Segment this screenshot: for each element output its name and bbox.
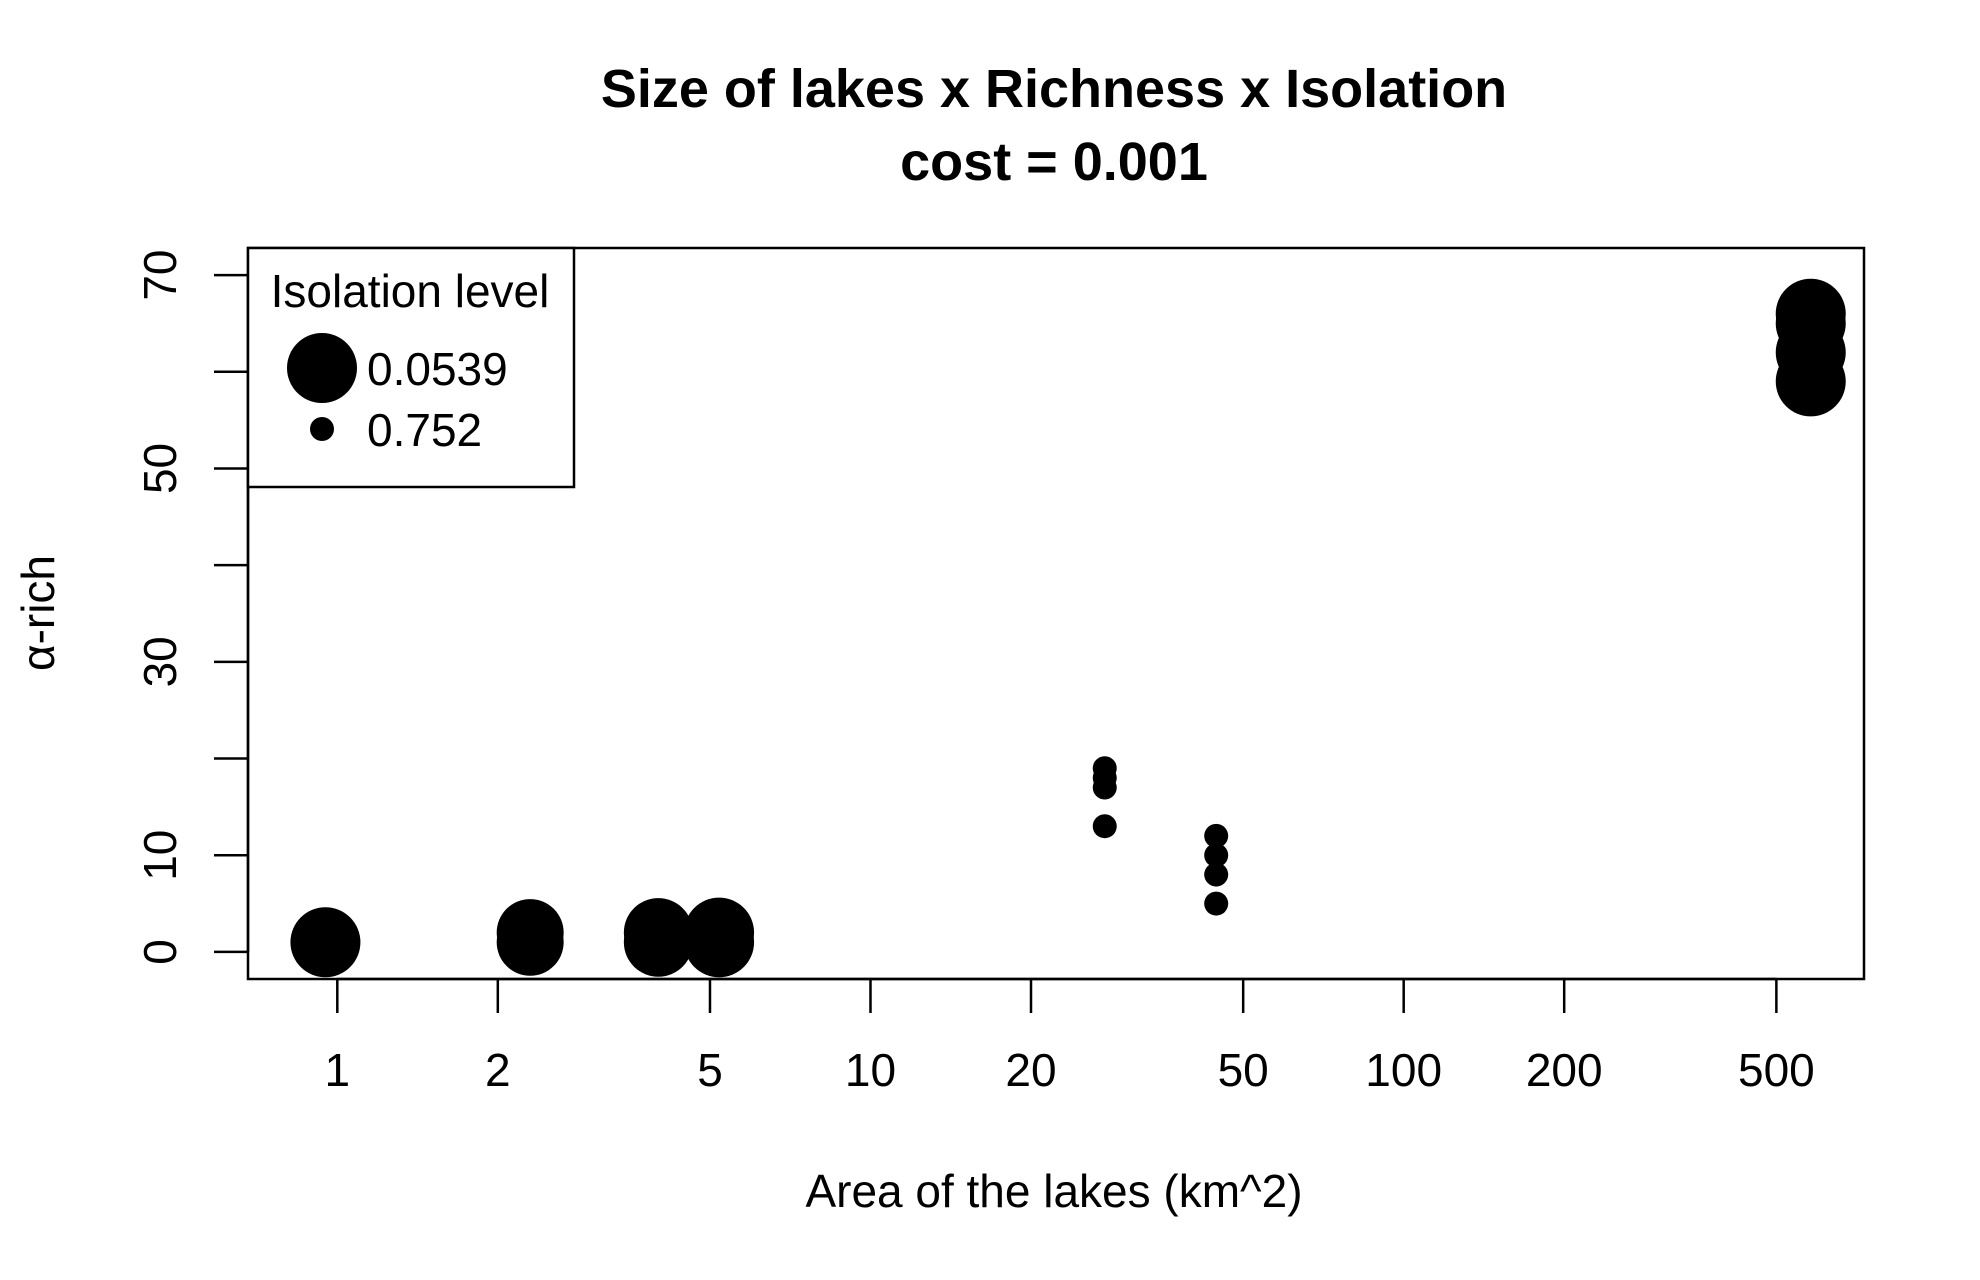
x-axis: 1 2 5 10 20 50 100 200 500 — [325, 977, 1815, 1096]
x-tick-label: 100 — [1365, 1044, 1442, 1096]
data-point — [496, 899, 564, 967]
y-tick-label: 30 — [134, 636, 186, 687]
legend-title: Isolation level — [271, 265, 550, 317]
data-point — [1775, 278, 1846, 349]
y-axis: 0 10 30 50 70 — [134, 249, 250, 965]
y-axis-label: α-rich — [12, 555, 64, 671]
x-tick-label: 500 — [1738, 1044, 1815, 1096]
data-points — [290, 278, 1846, 978]
data-point — [1204, 862, 1229, 887]
x-tick-label: 20 — [1005, 1044, 1056, 1096]
legend-label-1: 0.752 — [367, 404, 482, 456]
x-tick-label: 1 — [325, 1044, 351, 1096]
data-point — [1204, 823, 1229, 848]
x-tick-label: 5 — [697, 1044, 723, 1096]
data-point — [1204, 891, 1229, 916]
data-point — [623, 898, 693, 968]
y-tick-label: 50 — [134, 443, 186, 494]
chart-subtitle: cost = 0.001 — [900, 132, 1208, 192]
data-point — [290, 907, 361, 978]
legend-label-0: 0.0539 — [367, 343, 508, 395]
data-point — [1092, 814, 1117, 839]
data-point — [684, 897, 755, 968]
legend: Isolation level 0.0539 0.752 — [246, 246, 576, 489]
x-tick-label: 10 — [845, 1044, 896, 1096]
legend-marker-small — [310, 417, 334, 441]
x-tick-label: 200 — [1526, 1044, 1603, 1096]
y-tick-label: 0 — [134, 939, 186, 965]
data-point — [1092, 756, 1117, 781]
x-axis-label: Area of the lakes (km^2) — [805, 1165, 1302, 1217]
chart-title: Size of lakes x Richness x Isolation — [601, 59, 1507, 119]
y-tick-label: 70 — [134, 249, 186, 300]
data-point — [1204, 843, 1229, 868]
x-tick-label: 50 — [1218, 1044, 1269, 1096]
y-tick-label: 10 — [134, 830, 186, 881]
x-tick-label: 2 — [485, 1044, 511, 1096]
legend-marker-large — [287, 333, 357, 403]
